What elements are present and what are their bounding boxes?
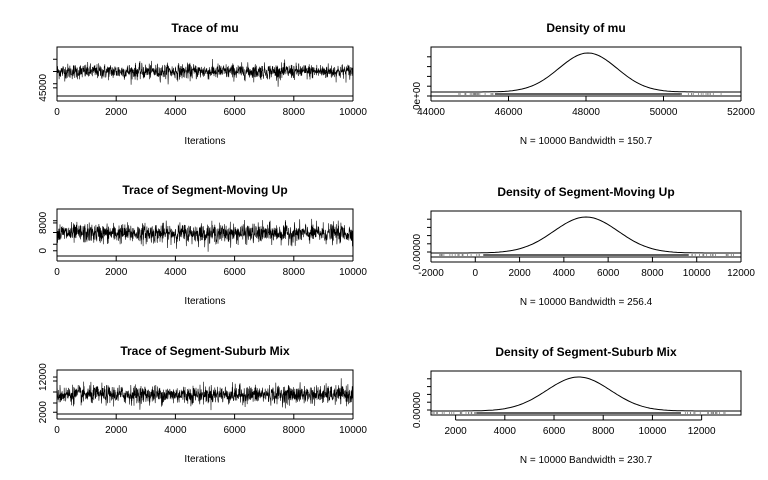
x-tick-label: 0	[54, 425, 60, 436]
plot-frame	[56, 46, 354, 97]
x-tick-label: 8000	[283, 267, 306, 278]
x-tick-label: 44000	[417, 107, 445, 118]
plot-frame	[430, 210, 742, 258]
y-tick-label: 2000	[38, 401, 49, 424]
x-tick-label: 12000	[727, 268, 755, 279]
x-axis-label: Iterations	[184, 136, 225, 147]
chart-title: Density of Segment-Suburb Mix	[495, 345, 677, 359]
x-tick-label: 2000	[444, 426, 467, 437]
trace-line	[56, 218, 354, 252]
x-tick-label: 10000	[683, 268, 711, 279]
chart-panel-1	[53, 46, 354, 102]
x-tick-label: 6000	[223, 425, 246, 436]
x-tick-label: 6000	[223, 267, 246, 278]
chart-panel-3	[53, 208, 354, 262]
x-tick-label: 4000	[494, 426, 517, 437]
plot-frame	[56, 369, 354, 415]
x-tick-label: 48000	[572, 107, 600, 118]
x-tick-label: 8000	[283, 425, 306, 436]
trace-line	[56, 58, 354, 87]
x-tick-label: 0	[54, 267, 60, 278]
chart-title: Trace of Segment-Suburb Mix	[120, 344, 290, 358]
chart-title: Density of mu	[546, 21, 625, 35]
y-tick-label: 45000	[38, 73, 49, 101]
chart-panel-6	[427, 370, 742, 421]
y-tick-label: 0e+00	[412, 82, 423, 111]
x-tick-label: 10000	[339, 267, 367, 278]
y-tick-label: 0.00000	[412, 233, 423, 270]
plot-frame	[430, 370, 742, 416]
x-tick-label: 4000	[164, 107, 187, 118]
x-tick-label: 6000	[543, 426, 566, 437]
y-tick-label: 8000	[38, 211, 49, 234]
x-tick-label: 50000	[650, 107, 678, 118]
plot-frame	[430, 46, 742, 97]
x-tick-label: -2000	[418, 268, 444, 279]
x-tick-label: 10000	[339, 425, 367, 436]
chart-title: Density of Segment-Moving Up	[497, 185, 674, 199]
x-tick-label: 2000	[105, 267, 128, 278]
chart-panel-2	[427, 46, 742, 102]
x-axis-label: N = 10000 Bandwidth = 256.4	[520, 297, 653, 308]
density-curve	[431, 52, 741, 93]
x-axis-label: N = 10000 Bandwidth = 230.7	[520, 455, 653, 466]
x-tick-label: 46000	[495, 107, 523, 118]
x-tick-label: 8000	[641, 268, 664, 279]
y-tick-label: 0.00000	[412, 391, 423, 428]
x-tick-label: 4000	[164, 425, 187, 436]
x-tick-label: 6000	[223, 107, 246, 118]
x-axis-label: Iterations	[184, 454, 225, 465]
y-tick-label: 0	[38, 248, 49, 254]
density-curve	[431, 216, 741, 254]
chart-panel-5	[53, 369, 354, 420]
x-tick-label: 10000	[639, 426, 667, 437]
x-tick-label: 6000	[597, 268, 620, 279]
x-tick-label: 0	[54, 107, 60, 118]
x-tick-label: 2000	[105, 107, 128, 118]
y-tick-label: 12000	[38, 363, 49, 391]
chart-panel-4	[427, 210, 742, 263]
x-tick-label: 0	[473, 268, 479, 279]
x-tick-label: 8000	[283, 107, 306, 118]
x-tick-label: 8000	[592, 426, 615, 437]
x-tick-label: 2000	[508, 268, 531, 279]
x-tick-label: 4000	[553, 268, 576, 279]
x-tick-label: 2000	[105, 425, 128, 436]
trace-line	[56, 378, 354, 411]
plot-frame	[56, 208, 354, 257]
x-tick-label: 52000	[727, 107, 755, 118]
density-curve	[431, 376, 741, 412]
chart-title: Trace of mu	[171, 21, 238, 35]
x-tick-label: 4000	[164, 267, 187, 278]
chart-title: Trace of Segment-Moving Up	[122, 183, 287, 197]
x-tick-label: 12000	[688, 426, 716, 437]
x-tick-label: 10000	[339, 107, 367, 118]
x-axis-label: N = 10000 Bandwidth = 150.7	[520, 136, 653, 147]
x-axis-label: Iterations	[184, 296, 225, 307]
